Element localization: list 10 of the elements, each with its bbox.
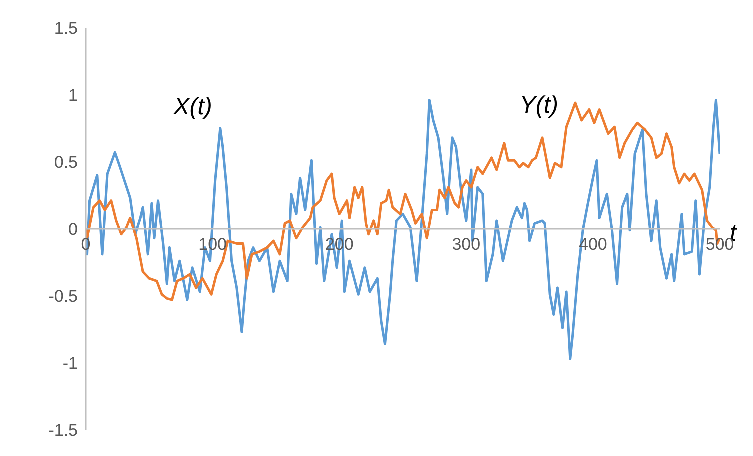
y-tick-label: 1.5 bbox=[54, 19, 78, 38]
y-tick-label: 0 bbox=[68, 220, 78, 240]
x-tick-label: 300 bbox=[452, 235, 481, 254]
y-tick-label: -0.5 bbox=[48, 287, 78, 306]
series-label: Y(t) bbox=[520, 92, 559, 120]
y-tick-label: 0.5 bbox=[54, 153, 78, 172]
y-tick-label: -1.5 bbox=[48, 421, 78, 440]
series-label: X(t) bbox=[172, 94, 212, 120]
y-tick-label: 1 bbox=[68, 86, 78, 106]
y-tick-label: -1 bbox=[62, 354, 78, 374]
